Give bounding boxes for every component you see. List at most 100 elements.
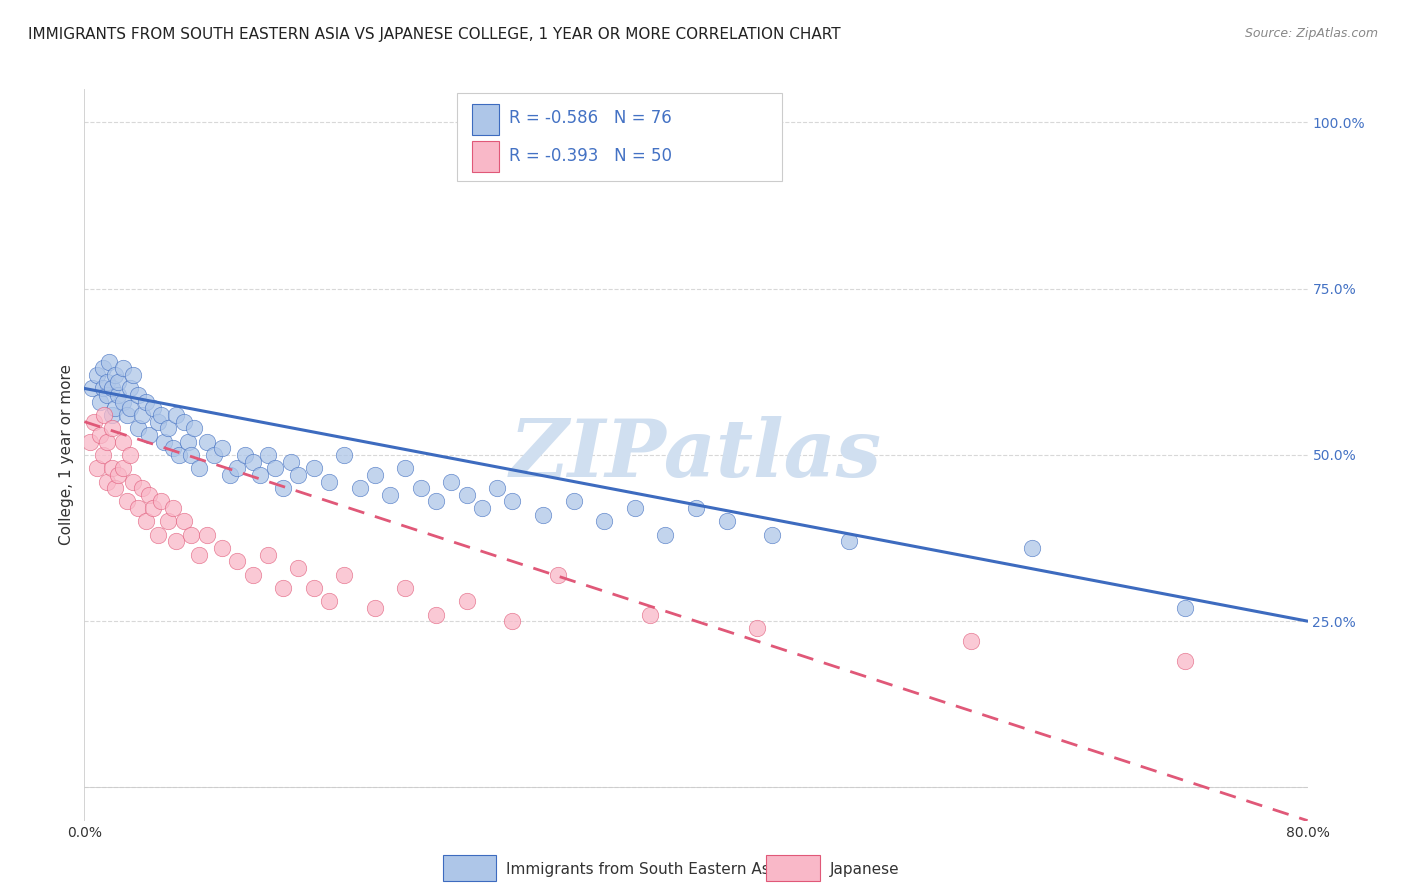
Point xyxy=(138,428,160,442)
Point xyxy=(142,401,165,416)
Point xyxy=(318,594,340,608)
Point xyxy=(104,481,127,495)
Point xyxy=(142,501,165,516)
Point xyxy=(104,368,127,383)
Point xyxy=(89,428,111,442)
FancyBboxPatch shape xyxy=(472,103,499,135)
Point xyxy=(188,461,211,475)
Point xyxy=(89,394,111,409)
Point xyxy=(271,581,294,595)
FancyBboxPatch shape xyxy=(472,141,499,172)
Point xyxy=(318,475,340,489)
Text: R = -0.393   N = 50: R = -0.393 N = 50 xyxy=(509,147,672,166)
Point xyxy=(127,501,149,516)
Point xyxy=(107,375,129,389)
Point xyxy=(165,408,187,422)
Text: IMMIGRANTS FROM SOUTH EASTERN ASIA VS JAPANESE COLLEGE, 1 YEAR OR MORE CORRELATI: IMMIGRANTS FROM SOUTH EASTERN ASIA VS JA… xyxy=(28,27,841,42)
Point xyxy=(111,434,134,449)
Point xyxy=(120,401,142,416)
Point xyxy=(226,461,249,475)
Point xyxy=(394,461,416,475)
Point xyxy=(101,461,124,475)
Point xyxy=(157,421,180,435)
Point xyxy=(233,448,256,462)
Point xyxy=(96,388,118,402)
Text: R = -0.586   N = 76: R = -0.586 N = 76 xyxy=(509,110,672,128)
Point xyxy=(162,501,184,516)
Point xyxy=(157,515,180,529)
Point xyxy=(394,581,416,595)
Point xyxy=(111,361,134,376)
Point xyxy=(122,475,145,489)
Point xyxy=(97,355,120,369)
Point xyxy=(173,415,195,429)
Point xyxy=(380,488,402,502)
Point xyxy=(302,581,325,595)
Point xyxy=(131,408,153,422)
Point xyxy=(153,434,176,449)
Point xyxy=(471,501,494,516)
Point xyxy=(1174,600,1197,615)
Point xyxy=(180,448,202,462)
Point xyxy=(654,527,676,541)
Point xyxy=(127,421,149,435)
Point xyxy=(747,621,769,635)
Point xyxy=(127,388,149,402)
Point xyxy=(86,368,108,383)
Point xyxy=(257,548,280,562)
Point xyxy=(440,475,463,489)
Y-axis label: College, 1 year or more: College, 1 year or more xyxy=(59,365,75,545)
Point xyxy=(91,381,114,395)
Point xyxy=(93,408,115,422)
Point xyxy=(333,448,356,462)
Point xyxy=(302,461,325,475)
Point xyxy=(456,488,478,502)
Point xyxy=(838,534,860,549)
Point xyxy=(257,448,280,462)
Point xyxy=(547,567,569,582)
Point xyxy=(120,448,142,462)
Point xyxy=(104,401,127,416)
Point xyxy=(1021,541,1043,555)
Point xyxy=(135,394,157,409)
Point xyxy=(180,527,202,541)
Point xyxy=(96,434,118,449)
Point xyxy=(242,454,264,468)
Point xyxy=(211,442,233,456)
Point xyxy=(101,421,124,435)
Point xyxy=(195,527,218,541)
Point xyxy=(349,481,371,495)
Point xyxy=(502,494,524,508)
Point xyxy=(96,375,118,389)
Point xyxy=(249,467,271,482)
Point xyxy=(333,567,356,582)
Point xyxy=(218,467,240,482)
Point xyxy=(242,567,264,582)
Point xyxy=(211,541,233,555)
Point xyxy=(96,475,118,489)
Point xyxy=(149,408,172,422)
Point xyxy=(195,434,218,449)
Point xyxy=(280,454,302,468)
Point xyxy=(409,481,432,495)
Point xyxy=(264,461,287,475)
Point xyxy=(638,607,661,622)
Point xyxy=(425,607,447,622)
Point xyxy=(188,548,211,562)
Point xyxy=(79,434,101,449)
Point xyxy=(149,494,172,508)
Point xyxy=(91,448,114,462)
Point xyxy=(111,394,134,409)
Point xyxy=(456,594,478,608)
Point xyxy=(80,381,103,395)
Point xyxy=(101,408,124,422)
Point xyxy=(364,467,387,482)
Point xyxy=(107,467,129,482)
Text: ZIPatlas: ZIPatlas xyxy=(510,417,882,493)
Point xyxy=(287,467,309,482)
Point xyxy=(177,434,200,449)
Point xyxy=(287,561,309,575)
Point xyxy=(624,501,647,516)
Point xyxy=(131,481,153,495)
Point xyxy=(202,448,225,462)
